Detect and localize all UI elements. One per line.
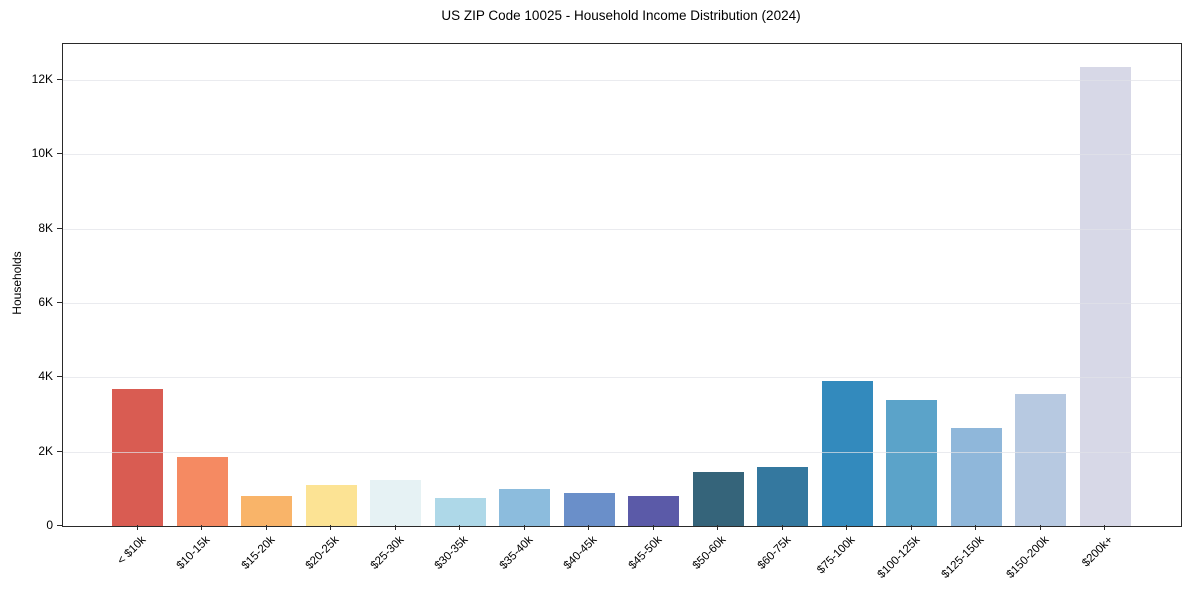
x-tick-label: $15-20k — [239, 534, 277, 572]
y-tick-label: 6K — [38, 295, 53, 310]
x-tick — [523, 525, 525, 530]
y-tick — [57, 227, 62, 229]
x-tick-label: $60-75k — [755, 534, 793, 572]
x-tick-label: $200k+ — [1080, 534, 1116, 570]
bar-$60-75k — [757, 466, 808, 526]
x-tick-label: $75-100k — [815, 534, 858, 577]
plot-area — [62, 43, 1182, 527]
bar-$200k+ — [1079, 67, 1131, 526]
x-tick-label: $10-15k — [174, 534, 213, 572]
x-tick-label: $45-50k — [626, 534, 664, 572]
y-tick-label: 0 — [46, 518, 53, 532]
y-tick-label: 2K — [38, 443, 53, 458]
gridline-6K — [63, 303, 1181, 305]
gridline-8K — [63, 228, 1181, 230]
y-tick — [57, 79, 62, 81]
x-tick-label: $25-30k — [368, 534, 406, 572]
y-tick-label: 4K — [38, 369, 53, 384]
x-tick — [265, 525, 267, 530]
bar-$10-15k — [176, 457, 228, 526]
y-tick — [57, 302, 62, 304]
x-tick-label: $35-40k — [497, 534, 535, 572]
gridline-4K — [63, 377, 1181, 379]
gridline-12K — [63, 80, 1181, 82]
x-tick — [588, 525, 589, 530]
x-tick — [1104, 525, 1105, 530]
x-tick-label: $125-150k — [939, 534, 987, 581]
bar-< $10k — [112, 388, 163, 526]
bar-$125-150k — [950, 427, 1002, 526]
y-axis-label: Households — [10, 251, 24, 315]
x-tick — [201, 525, 202, 530]
bar-$15-20k — [241, 496, 292, 526]
x-tick — [781, 525, 783, 530]
x-tick-label: $40-45k — [561, 534, 600, 572]
y-tick — [57, 450, 62, 452]
y-tick-label: 8K — [38, 220, 53, 235]
y-tick — [57, 376, 62, 378]
x-tick — [652, 525, 654, 530]
bar-$100-125k — [886, 399, 937, 526]
y-tick — [57, 153, 62, 155]
x-tick — [910, 525, 912, 530]
bar-$25-30k — [370, 479, 421, 526]
bar-$50-60k — [692, 472, 744, 526]
x-tick — [330, 525, 331, 530]
x-tick-label: $100-125k — [875, 534, 922, 581]
y-tick — [57, 525, 62, 526]
x-tick-label: $30-35k — [432, 534, 471, 572]
x-tick — [717, 525, 718, 530]
bar-$35-40k — [499, 488, 550, 526]
x-tick — [394, 525, 396, 530]
x-tick — [136, 525, 138, 530]
chart-title: US ZIP Code 10025 - Household Income Dis… — [441, 8, 801, 23]
x-tick-label: $50-60k — [690, 534, 729, 572]
gridline-2K — [63, 451, 1181, 453]
x-tick — [846, 525, 847, 530]
bar-$40-45k — [563, 492, 615, 526]
x-tick — [975, 525, 976, 530]
x-tick-label: $20-25k — [303, 534, 342, 572]
y-tick-label: 12K — [31, 72, 53, 87]
x-tick-label: $150-200k — [1004, 534, 1051, 581]
x-tick — [1039, 525, 1041, 530]
x-tick — [459, 525, 460, 530]
bar-$150-200k — [1015, 394, 1066, 526]
bar-$30-35k — [434, 498, 486, 526]
y-tick-label: 10K — [31, 146, 53, 161]
x-tick-label: < $10k — [114, 534, 148, 568]
bar-$20-25k — [305, 485, 357, 526]
bar-$45-50k — [628, 496, 679, 526]
gridline-10K — [63, 154, 1181, 156]
bar-$75-100k — [821, 381, 873, 526]
